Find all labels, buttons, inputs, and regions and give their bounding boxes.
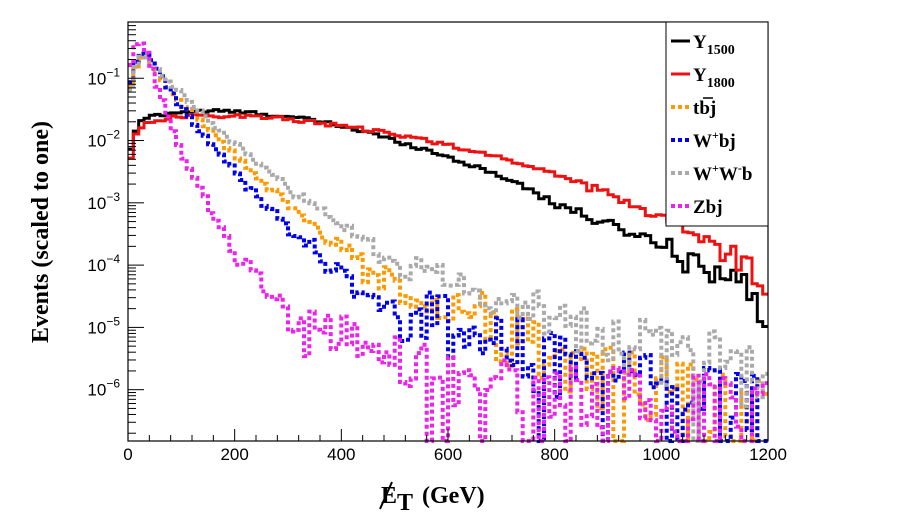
y-tick-label: 10−4 bbox=[87, 252, 120, 275]
y-tick-label: 10−2 bbox=[87, 128, 120, 151]
y-axis-title: Events (scaled to one) bbox=[28, 121, 54, 343]
x-axis-title-main: E bbox=[381, 483, 397, 509]
y-tick-label: 10−5 bbox=[87, 314, 120, 337]
legend-box bbox=[665, 21, 769, 227]
series-line-y1500 bbox=[128, 108, 768, 328]
y-tick-label: 10−3 bbox=[87, 190, 120, 213]
series-line-w-w-b bbox=[128, 54, 768, 443]
series-line-tbj bbox=[128, 53, 768, 443]
x-tick-label: 800 bbox=[540, 445, 568, 464]
legend-entry: tbj bbox=[693, 98, 716, 119]
series-layer bbox=[128, 41, 768, 443]
legend-entry: Y1500 bbox=[693, 32, 735, 58]
y-tick-label: 10−6 bbox=[87, 377, 120, 400]
series-line-zbj bbox=[128, 41, 768, 443]
x-tick-label: 1200 bbox=[749, 445, 787, 464]
legend-entry: W+bj bbox=[693, 128, 736, 152]
legend-entry: W+W-b bbox=[693, 161, 752, 185]
x-axis: 0 200 400 600 800 1000 1200 bbox=[123, 429, 787, 464]
x-axis-title-sub: T bbox=[397, 490, 413, 516]
x-tick-label: 200 bbox=[220, 445, 248, 464]
x-tick-label: 600 bbox=[434, 445, 462, 464]
series-line-w-bj bbox=[128, 51, 768, 443]
legend-entry: Y1800 bbox=[693, 65, 735, 91]
x-axis-title-slash bbox=[379, 481, 393, 510]
x-axis-title: E T (GeV) bbox=[379, 481, 485, 516]
x-tick-label: 0 bbox=[123, 445, 132, 464]
x-tick-label: 1000 bbox=[642, 445, 680, 464]
y-tick-label: 10−1 bbox=[87, 65, 120, 88]
x-tick-label: 400 bbox=[327, 445, 355, 464]
series-line-y1800 bbox=[128, 113, 768, 296]
legend-entry: Zbj bbox=[693, 197, 723, 218]
legend: Y1500 Y1800 tbj W+bj W+W-b Zbj bbox=[665, 21, 769, 227]
x-axis-title-unit: (GeV) bbox=[422, 483, 485, 509]
